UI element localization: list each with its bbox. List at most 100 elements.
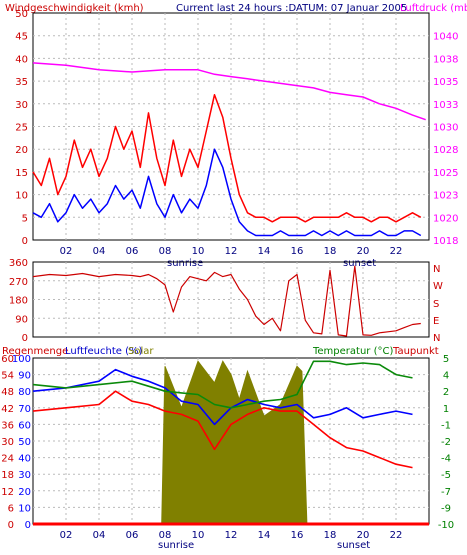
climate-panel-grid [33,358,429,524]
temperature-tick-label: -5 [441,470,451,481]
humidity-tick-label: 10 [18,503,31,514]
humidity-tick-label: 30 [18,470,31,481]
rain-tick-label: 6 [8,503,14,514]
direction-series [32,265,421,337]
temperature-tick-label: 2 [443,387,449,398]
wind-tick-label: 45 [15,32,28,43]
wind-hour-label: 14 [258,246,271,257]
rain-tick-label: 36 [1,420,14,431]
wind-hour-label: 18 [324,246,337,257]
temperature-tick-label: 1 [443,404,449,415]
wind-tick-label: 35 [15,77,28,88]
climate-hour-label: 12 [225,530,238,541]
wind-tick-label: 0 [22,236,28,247]
wind-title: Windgeschwindigkeit (kmh) [5,3,144,14]
sunrise-label-bottom: sunrise [158,540,194,551]
climate-hour-label: 02 [60,530,73,541]
wind-hour-label: 02 [60,246,73,257]
compass-labels: N W S E N [433,264,443,344]
humidity-line [32,368,413,426]
temperature-axis-labels: -10 -9 -7 -5 -4 -2 -1 1 2 4 5 [438,354,454,531]
wind-tick-label: 30 [15,100,28,111]
direction-tick-label: 360 [9,258,28,269]
current-date-label: Current last 24 hours :DATUM: 07 Januar … [176,3,407,14]
wind-series [32,62,426,237]
solar-area [161,360,308,525]
pressure-tick-label: 1028 [433,145,458,156]
pressure-tick-label: 1020 [433,213,458,224]
pressure-tick-label: 1023 [433,191,458,202]
climate-hour-label: 06 [126,530,139,541]
humidity-title: Luftfeuchte (%) [65,346,143,357]
temperature-tick-label: -1 [441,420,451,431]
climate-hour-label: 18 [324,530,337,541]
wind-hour-label: 10 [192,246,205,257]
climate-hour-label: 08 [159,530,172,541]
climate-hour-label: 10 [192,530,205,541]
humidity-tick-label: 100 [12,354,31,365]
temperature-title: Temperatur (°C) [312,346,393,357]
temperature-tick-label: 5 [443,354,449,365]
climate-hour-label: 04 [93,530,106,541]
pressure-tick-label: 1030 [433,123,458,134]
pressure-title: Luftdruck (mb) [400,3,467,14]
rain-tick-label: 18 [1,470,14,481]
wind-hour-label: 16 [291,246,304,257]
pressure-line [32,62,426,121]
wind-direction-line [32,265,421,337]
humidity-tick-label: 60 [18,420,31,431]
rain-title: Regenmenge [2,346,68,357]
humidity-tick-label: 40 [18,454,31,465]
temperature-tick-label: -9 [441,503,451,514]
humidity-tick-label: 50 [18,437,31,448]
rain-tick-label: 30 [1,437,14,448]
pressure-tick-label: 1033 [433,100,458,111]
temperature-tick-label: 4 [443,371,449,382]
temperature-line [32,360,413,409]
sunset-label-top: sunset [343,258,376,269]
wind-tick-label: 15 [15,168,28,179]
pressure-tick-label: 1025 [433,168,458,179]
humidity-tick-label: 0 [25,520,31,531]
wind-hour-labels: 02 04 06 08 10 12 14 16 18 20 22 [60,246,403,257]
wind-hour-label: 20 [357,246,370,257]
wind-tick-label: 5 [22,213,28,224]
solar-title: Solar [128,346,154,357]
wind-average-line [32,148,422,237]
wind-tick-label: 40 [15,54,28,65]
pressure-tick-label: 1038 [433,54,458,65]
wind-panel-grid [33,13,429,240]
rain-tick-label: 42 [1,404,14,415]
rain-tick-label: 48 [1,387,14,398]
dewpoint-title: Taupunkt [392,346,439,357]
direction-tick-label: 270 [9,277,28,288]
wind-hour-label: 08 [159,246,172,257]
wind-tick-label: 20 [15,145,28,156]
pressure-tick-label: 1040 [433,32,458,43]
compass-s: S [433,299,439,310]
temperature-tick-label: -2 [441,437,451,448]
wind-axis-labels: 0 5 10 15 20 25 30 35 40 45 50 [15,9,28,247]
pressure-axis-labels: 1018 1020 1023 1025 1028 1030 1033 1035 1038 1040 [433,32,458,247]
pressure-tick-label: 1035 [433,77,458,88]
temperature-tick-label: -4 [441,454,451,465]
compass-n-bottom: N [433,333,440,344]
humidity-tick-label: 90 [18,371,31,382]
humidity-tick-label: 20 [18,487,31,498]
sunrise-label-top: sunrise [167,258,203,269]
wind-hour-label: 22 [390,246,403,257]
wind-tick-label: 10 [15,191,28,202]
rain-tick-label: 12 [1,487,14,498]
direction-tick-label: 180 [9,296,28,307]
dewpoint-line [32,390,413,469]
direction-tick-label: 90 [15,314,28,325]
solar-series [161,360,308,525]
temperature-tick-label: -10 [438,520,454,531]
compass-w: W [433,281,443,292]
wind-tick-label: 25 [15,123,28,134]
humidity-tick-label: 80 [18,387,31,398]
wind-tick-label: 50 [15,9,28,20]
sunset-label-bottom: sunset [337,540,370,551]
